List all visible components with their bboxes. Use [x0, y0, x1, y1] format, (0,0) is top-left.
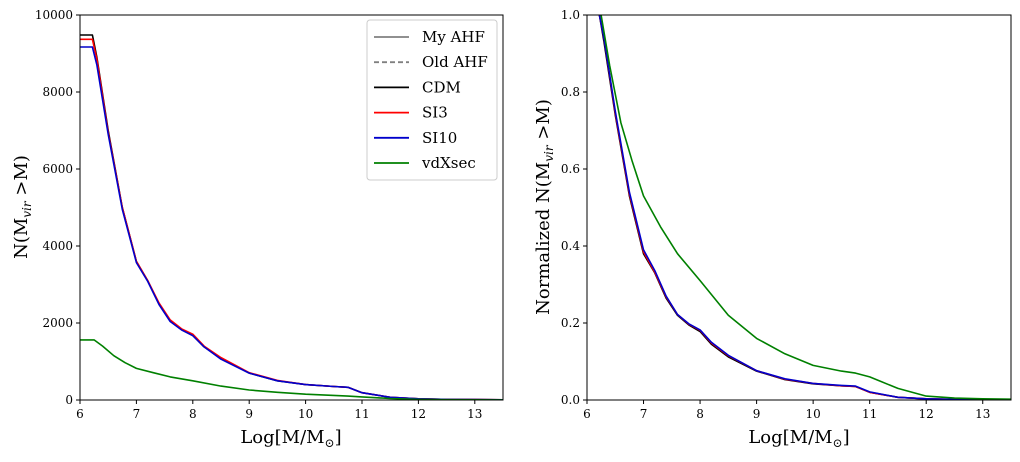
right-x-tick-label: 11 — [862, 407, 877, 421]
right-panel: 6 7 8 9 10 11 12 13 0.0 0.2 0.4 0.6 0.8 1.0 Log[M/M⊙]… — [533, 8, 1012, 450]
right-x-tick-label: 9 — [753, 407, 761, 421]
left-x-tick-label: 10 — [298, 407, 313, 421]
right-series-line-si3 — [598, 15, 1011, 400]
right-series-group — [598, 15, 1011, 400]
left-panel: 6 7 8 9 10 11 12 13 0 2000 4000 6000 8000 10000 Log[M… — [11, 8, 504, 450]
right-series-line-cdm — [598, 15, 1011, 400]
right-x-tick-label: 12 — [919, 407, 934, 421]
left-x-tick-label: 6 — [76, 407, 84, 421]
legend-label: Old AHF — [422, 53, 488, 71]
left-y-tick-label: 8000 — [42, 85, 73, 99]
legend-label: My AHF — [422, 28, 485, 46]
legend-label: CDM — [422, 78, 461, 96]
legend-label: vdXsec — [421, 154, 476, 172]
left-y-tick-label: 0 — [65, 393, 73, 407]
left-x-tick-label: 8 — [189, 407, 197, 421]
right-y-tick-label: 0.6 — [561, 162, 580, 176]
right-y-tick-label: 0.4 — [561, 239, 580, 253]
left-y-axis-label: N(Mvir >M) — [11, 155, 34, 259]
legend-label: SI10 — [422, 129, 457, 147]
right-x-tick-label: 7 — [640, 407, 648, 421]
right-y-tick-label: 0.8 — [561, 85, 580, 99]
legend-label: SI3 — [422, 104, 448, 122]
left-x-tick-label: 7 — [133, 407, 141, 421]
left-axes-frame — [79, 14, 504, 401]
legend: My AHF Old AHF CDM SI3 SI10 vdXsec — [366, 19, 498, 181]
left-series-group — [80, 34, 503, 400]
legend-box — [366, 19, 498, 181]
left-y-tick-label: 6000 — [42, 162, 73, 176]
right-ticks: 6 7 8 9 10 11 12 13 0.0 0.2 0.4 0.6 0.8 1.0 — [561, 8, 990, 421]
left-y-tick-label: 2000 — [42, 316, 73, 330]
right-x-tick-label: 13 — [975, 407, 990, 421]
right-y-tick-label: 0.2 — [561, 316, 580, 330]
left-x-tick-label: 13 — [467, 407, 482, 421]
left-series-line-si10 — [80, 46, 503, 400]
right-series-line-vdxsec — [600, 15, 1011, 400]
left-x-tick-label: 12 — [411, 407, 426, 421]
right-x-axis-label: Log[M/M⊙] — [748, 427, 849, 450]
right-y-tick-label: 0.0 — [561, 393, 580, 407]
right-x-tick-label: 10 — [805, 407, 820, 421]
left-x-axis-label: Log[M/M⊙] — [240, 427, 341, 450]
left-ticks: 6 7 8 9 10 11 12 13 0 2000 4000 6000 8000 10000 — [35, 8, 483, 421]
left-y-tick-label: 4000 — [42, 239, 73, 253]
right-x-tick-label: 6 — [583, 407, 591, 421]
right-y-tick-label: 1.0 — [561, 8, 580, 22]
left-y-tick-label: 10000 — [35, 8, 73, 22]
right-series-line-si10 — [598, 15, 1011, 400]
right-y-axis-label: Normalized N(Mvir >M) — [533, 99, 556, 315]
right-axes-frame — [586, 14, 1012, 401]
left-series-line-vdxsec — [80, 339, 503, 400]
right-x-tick-label: 8 — [696, 407, 704, 421]
left-x-tick-label: 11 — [354, 407, 369, 421]
left-x-tick-label: 9 — [245, 407, 253, 421]
